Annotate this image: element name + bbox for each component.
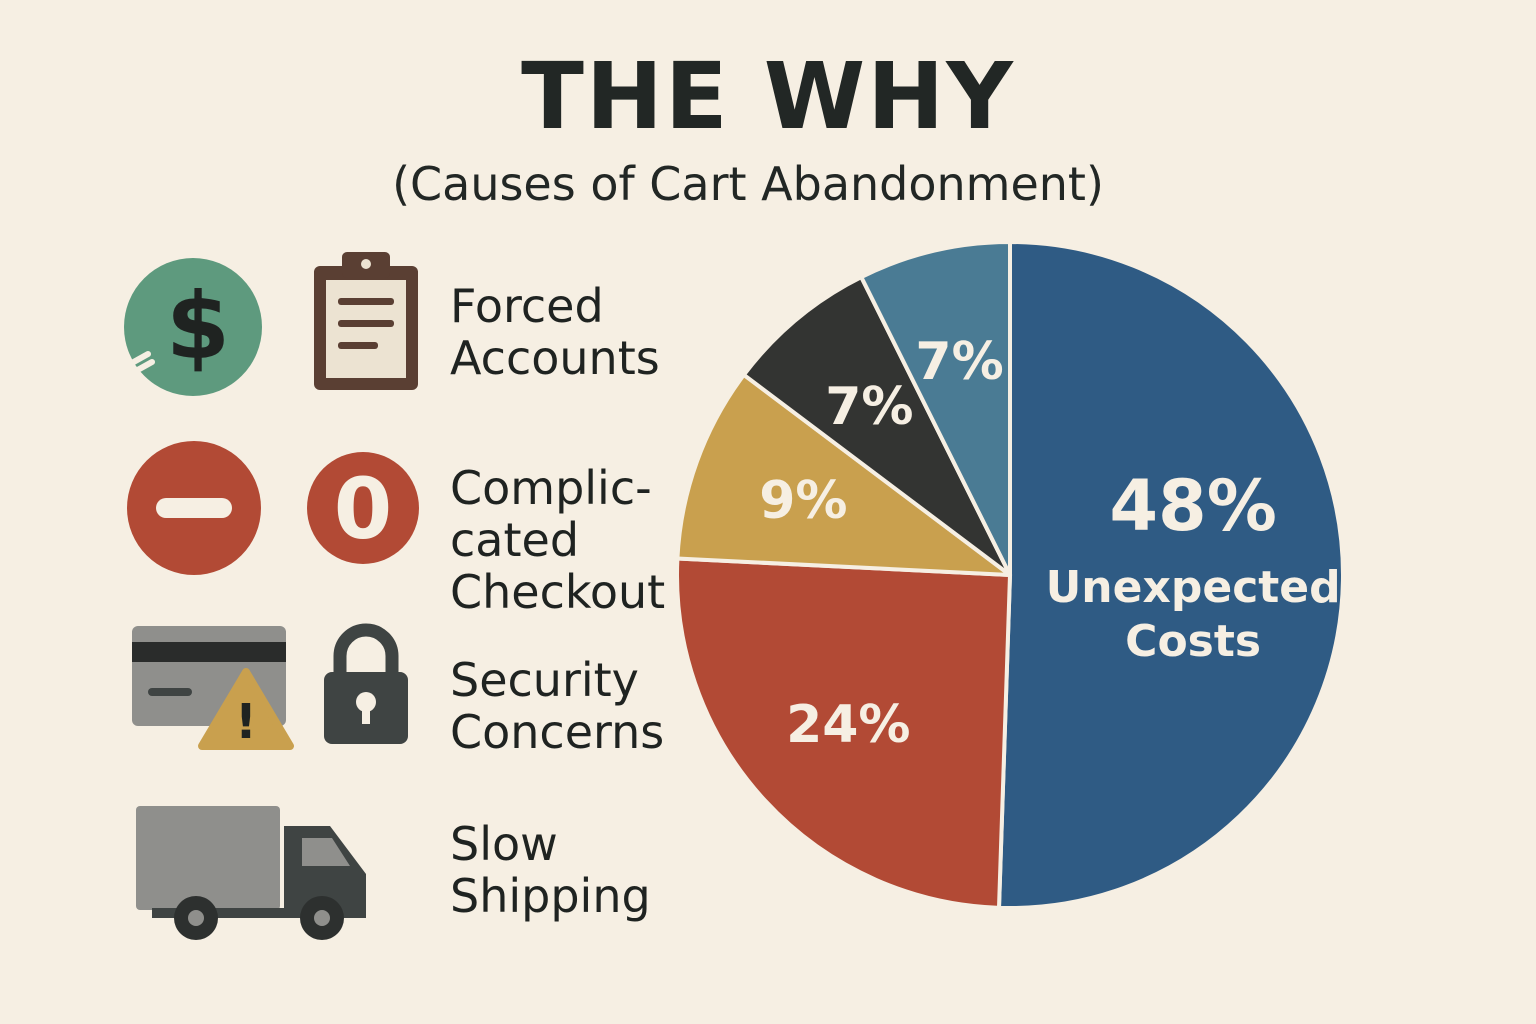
pie-slice-4 (859, 240, 1012, 577)
warning-glyph: ! (235, 694, 257, 750)
zero-circle-icon: 0 (307, 452, 419, 564)
padlock-icon (324, 623, 408, 744)
pie-value-label-1: 24% (786, 695, 910, 755)
pie-value-label-2: 9% (759, 471, 847, 531)
clipboard-icon (314, 252, 418, 390)
pie-value-label-4: 7% (915, 332, 1003, 392)
truck-icon (136, 806, 366, 940)
legend-label-security-concerns: Security Concerns (450, 653, 665, 759)
pie-category-label-0-0: Unexpected (1046, 562, 1341, 613)
legend-label-complicated-checkout: Complic- cated Checkout (450, 461, 666, 619)
credit-card-warning-icon: ! (132, 626, 294, 750)
pie-slice-3 (741, 275, 1012, 577)
chart-title: THE WHY (521, 43, 1015, 150)
pie-value-label-3: 7% (825, 377, 913, 437)
pie-category-label-0-1: Costs (1125, 616, 1261, 667)
legend-label-forced-accounts: Forced Accounts (450, 279, 660, 385)
pie-slice-1 (675, 556, 1012, 910)
chart-subtitle: (Causes of Cart Abandonment) (392, 157, 1104, 211)
pie-value-label-0: 48% (1109, 465, 1277, 547)
dollar-icon: $ (124, 258, 262, 396)
pie-slice-0 (996, 240, 1345, 910)
pie-slice-2 (675, 372, 1012, 577)
dollar-glyph: $ (166, 273, 230, 380)
zero-glyph: 0 (334, 460, 392, 558)
minus-circle-icon (127, 441, 261, 575)
legend-label-slow-shipping: Slow Shipping (450, 817, 651, 923)
